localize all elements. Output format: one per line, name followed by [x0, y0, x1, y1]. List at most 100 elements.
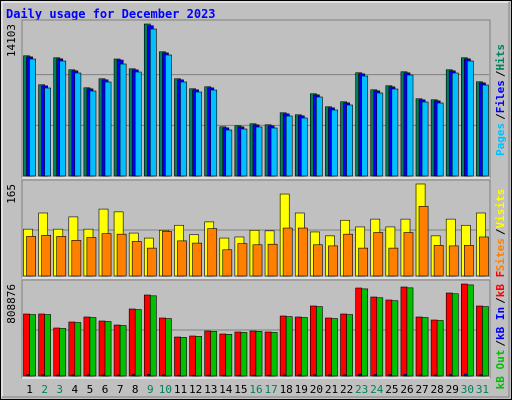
bar: [249, 330, 257, 377]
bar: [285, 316, 293, 377]
bar: [180, 337, 187, 377]
bar: [255, 126, 263, 177]
y-tick-label: 165: [5, 184, 18, 204]
bar: [207, 228, 218, 277]
bar: [162, 231, 172, 277]
bar: [74, 72, 82, 177]
x-tick-label: 10: [159, 383, 172, 396]
bar: [146, 247, 157, 277]
legend-entry: kB F: [494, 271, 507, 298]
bar: [400, 286, 408, 377]
bar: [300, 317, 308, 377]
bar: [385, 299, 393, 377]
bar: [89, 317, 97, 377]
bar: [361, 288, 369, 377]
x-tick-label: 25: [385, 383, 398, 396]
x-tick-label: 9: [147, 383, 154, 396]
bar: [476, 305, 483, 377]
bar: [403, 232, 414, 277]
x-tick-label: 1: [26, 383, 33, 396]
legend-separator: /: [494, 70, 507, 77]
bar: [436, 102, 444, 177]
bar: [234, 331, 242, 377]
legend-entry: Hits: [494, 44, 507, 71]
bar: [189, 335, 196, 377]
y-tick-label: 808876: [5, 284, 18, 324]
bar: [325, 317, 332, 377]
bar: [270, 332, 278, 377]
x-tick-label: 4: [72, 383, 79, 396]
x-tick-label: 17: [264, 383, 277, 396]
bar: [177, 240, 187, 277]
bar: [240, 128, 248, 177]
bar: [29, 58, 36, 177]
bar: [316, 306, 323, 377]
bar: [376, 297, 384, 377]
x-tick-label: 24: [370, 383, 384, 396]
bar: [270, 127, 278, 177]
bar: [464, 245, 474, 277]
bar: [23, 313, 30, 377]
bar: [225, 129, 233, 177]
bar: [222, 249, 233, 277]
bar: [445, 292, 453, 377]
bar: [267, 243, 278, 277]
legend-entry: Files: [494, 80, 507, 113]
x-tick-label: 26: [400, 383, 413, 396]
bar: [104, 321, 112, 377]
x-tick-label: 13: [204, 383, 217, 396]
legend-entry: kB In: [494, 307, 507, 340]
bar: [436, 320, 444, 377]
legend-entry: Pages: [494, 123, 507, 156]
bar: [44, 87, 51, 177]
x-tick-label: 27: [415, 383, 428, 396]
bar: [29, 314, 36, 377]
bar: [285, 115, 293, 177]
bar: [479, 236, 489, 277]
bar: [116, 233, 127, 277]
bar: [461, 283, 468, 377]
bar: [451, 72, 459, 177]
x-tick-label: 15: [234, 383, 247, 396]
bar: [165, 54, 172, 177]
bar: [370, 296, 378, 377]
bar: [361, 75, 369, 177]
bar: [225, 334, 233, 377]
x-tick-label: 12: [189, 383, 202, 396]
bar: [74, 322, 82, 377]
x-tick-label: 21: [325, 383, 338, 396]
bar: [430, 319, 438, 377]
bar: [219, 333, 227, 377]
bar: [467, 284, 474, 377]
bar: [282, 227, 293, 277]
bar: [316, 96, 323, 177]
x-tick-label: 8: [132, 383, 139, 396]
bar: [210, 331, 218, 377]
bar: [373, 232, 384, 277]
bar: [53, 327, 61, 377]
legend-entry: kB Out: [494, 350, 507, 390]
legend-entry: Visits: [494, 189, 507, 229]
bar: [59, 60, 67, 177]
bar: [415, 316, 423, 377]
x-tick-label: 20: [310, 383, 323, 396]
legend-separator: /: [494, 113, 507, 120]
x-tick-label: 31: [476, 383, 489, 396]
bar: [467, 60, 474, 177]
bar: [56, 236, 67, 277]
bar: [406, 74, 414, 177]
bar: [165, 318, 172, 377]
y-tick-label: 14103: [5, 24, 18, 57]
bar: [149, 295, 157, 377]
bar: [300, 117, 308, 177]
bar: [346, 104, 353, 177]
bar: [343, 233, 353, 277]
bar: [340, 313, 347, 377]
legend-separator: /: [494, 297, 507, 304]
bar: [328, 245, 338, 277]
x-tick-label: 22: [340, 383, 353, 396]
bar: [388, 247, 399, 277]
legend-separator: /: [494, 340, 507, 347]
